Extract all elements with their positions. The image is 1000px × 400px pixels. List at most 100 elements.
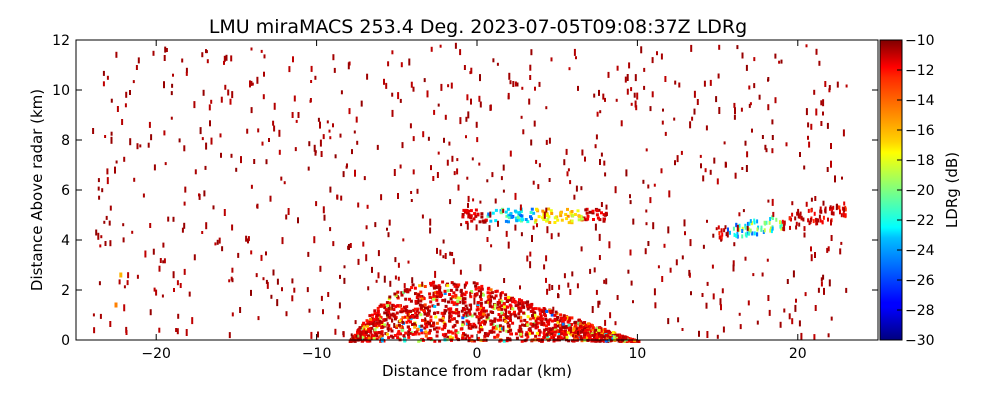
radar-echo-pixel — [716, 334, 719, 339]
radar-echo-pixel — [386, 322, 389, 326]
radar-echo-pixel — [462, 208, 466, 212]
radar-echo-pixel — [411, 314, 415, 318]
radar-echo-pixel — [523, 318, 527, 322]
radar-echo-pixel — [288, 66, 291, 73]
radar-echo-pixel — [792, 270, 795, 278]
radar-echo-pixel — [593, 329, 596, 337]
radar-echo-pixel — [388, 316, 392, 320]
radar-echo-pixel — [493, 317, 497, 321]
radar-echo-pixel — [600, 211, 603, 215]
radar-echo-pixel — [654, 302, 657, 309]
radar-echo-pixel — [416, 307, 420, 311]
radar-echo-pixel — [567, 328, 571, 332]
radar-echo-pixel — [499, 315, 503, 319]
radar-echo-pixel — [485, 315, 489, 319]
radar-echo-pixel — [734, 172, 737, 179]
radar-echo-pixel — [104, 135, 107, 138]
radar-echo-pixel — [481, 314, 485, 318]
colorbar-tick-label: −12 — [905, 63, 935, 79]
radar-echo-pixel — [135, 65, 138, 70]
radar-echo-pixel — [598, 89, 600, 96]
radar-echo-pixel — [602, 93, 605, 100]
radar-echo-pixel — [778, 60, 781, 64]
radar-echo-pixel — [797, 214, 800, 219]
radar-echo-pixel — [498, 329, 502, 333]
radar-echo-pixel — [450, 300, 454, 304]
radar-echo-pixel — [172, 271, 175, 279]
radar-echo-pixel — [371, 313, 374, 317]
radar-echo-pixel — [479, 310, 483, 314]
radar-echo-pixel — [703, 80, 706, 87]
radar-echo-pixel — [830, 160, 832, 168]
radar-echo-pixel — [538, 312, 542, 316]
radar-echo-pixel — [278, 129, 281, 137]
radar-echo-pixel — [532, 180, 535, 185]
radar-echo-pixel — [348, 108, 351, 115]
radar-echo-pixel — [460, 223, 463, 227]
radar-echo-pixel — [383, 323, 386, 327]
radar-echo-pixel — [545, 324, 548, 328]
radar-echo-pixel — [526, 323, 530, 327]
radar-echo-pixel — [545, 310, 549, 313]
radar-echo-pixel — [532, 211, 536, 215]
radar-echo-pixel — [526, 255, 529, 262]
radar-echo-pixel — [593, 93, 596, 98]
radar-echo-pixel — [370, 326, 374, 330]
radar-echo-pixel — [705, 302, 708, 309]
radar-echo-pixel — [413, 307, 417, 311]
radar-echo-pixel — [483, 320, 487, 324]
radar-echo-pixel — [397, 276, 400, 281]
radar-echo-pixel — [660, 168, 663, 174]
radar-echo-pixel — [746, 221, 749, 226]
radar-echo-pixel — [779, 321, 782, 328]
radar-echo-pixel — [601, 329, 605, 333]
radar-echo-pixel — [424, 334, 428, 338]
radar-echo-pixel — [357, 202, 360, 208]
radar-echo-pixel — [829, 205, 832, 210]
radar-echo-pixel — [355, 116, 358, 123]
radar-echo-pixel — [488, 225, 491, 232]
radar-echo-pixel — [813, 89, 816, 95]
radar-echo-pixel — [393, 334, 397, 337]
radar-echo-pixel — [521, 323, 524, 327]
radar-echo-pixel — [308, 308, 311, 313]
radar-echo-pixel — [235, 167, 238, 172]
radar-echo-pixel — [462, 313, 466, 317]
radar-echo-pixel — [574, 324, 578, 328]
radar-echo-pixel — [667, 318, 670, 325]
radar-echo-pixel — [323, 214, 326, 221]
radar-echo-pixel — [550, 332, 554, 336]
radar-echo-pixel — [291, 112, 294, 118]
radar-echo-pixel — [437, 326, 441, 330]
radar-echo-pixel — [406, 316, 409, 320]
radar-echo-pixel — [844, 213, 847, 218]
radar-echo-pixel — [219, 133, 222, 138]
radar-echo-pixel — [461, 336, 465, 340]
radar-echo-pixel — [500, 291, 504, 295]
radar-echo-pixel — [464, 311, 468, 315]
radar-echo-pixel — [368, 329, 372, 333]
radar-echo-pixel — [457, 310, 461, 314]
radar-echo-pixel — [386, 313, 389, 317]
radar-echo-pixel — [822, 200, 825, 206]
radar-echo-pixel — [474, 287, 478, 291]
radar-echo-pixel — [531, 323, 535, 326]
radar-echo-pixel — [616, 333, 620, 337]
radar-echo-pixel — [149, 309, 152, 316]
radar-echo-pixel — [496, 301, 500, 304]
radar-echo-pixel — [210, 137, 213, 145]
radar-echo-pixel — [549, 209, 553, 213]
radar-echo-pixel — [563, 318, 567, 322]
radar-echo-pixel — [511, 300, 515, 304]
radar-echo-pixel — [454, 332, 458, 336]
radar-echo-pixel — [391, 335, 395, 339]
radar-echo-pixel — [427, 309, 431, 313]
radar-echo-pixel — [376, 144, 379, 150]
radar-echo-pixel — [785, 142, 788, 147]
radar-echo-pixel — [591, 211, 595, 215]
radar-echo-pixel — [489, 211, 492, 218]
radar-echo-pixel — [340, 90, 343, 95]
radar-echo-pixel — [588, 210, 592, 214]
radar-echo-pixel — [820, 277, 823, 282]
radar-echo-pixel — [473, 312, 477, 316]
